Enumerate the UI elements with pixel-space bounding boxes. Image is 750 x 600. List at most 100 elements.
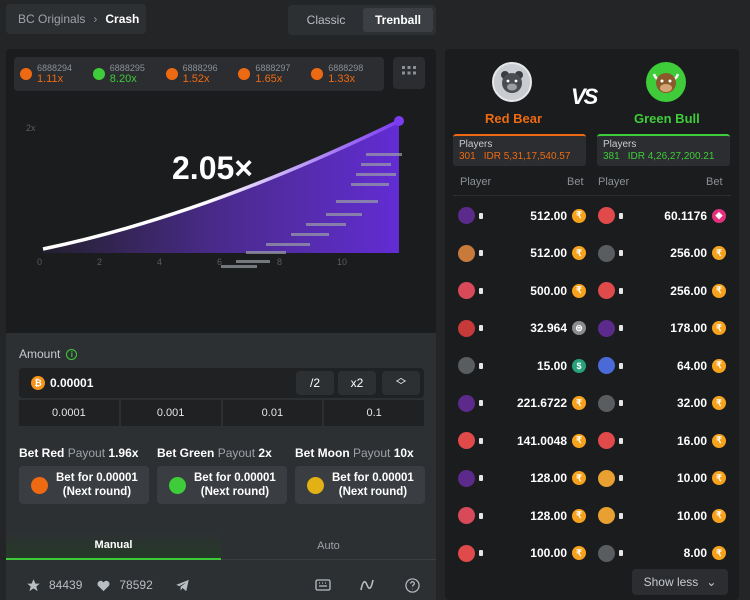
player-avatar[interactable] <box>458 357 475 374</box>
result-dot <box>165 68 178 80</box>
x-axis-tick: 6 <box>217 257 222 267</box>
bet-red-button[interactable]: Bet for 0.00001 (Next round) <box>19 466 149 504</box>
player-avatar[interactable] <box>598 469 615 487</box>
bet-row: 10.00 ₹ <box>598 497 726 534</box>
player-avatar[interactable] <box>598 357 615 374</box>
quick-amount-button[interactable]: 0.001 <box>120 400 221 426</box>
double-button[interactable]: x2 <box>338 371 376 395</box>
history-item[interactable]: 6888298 1.33x <box>311 63 384 85</box>
bet-moon-button[interactable]: Bet for 0.00001 (Next round) <box>295 466 425 504</box>
history-item[interactable]: 6888294 1.11x <box>20 63 93 85</box>
bet-amount: 221.6722 <box>516 396 567 410</box>
bitcoin-icon: ₿ <box>31 376 45 390</box>
currency-icon: ₹ <box>712 246 726 260</box>
graph-line <box>42 119 400 251</box>
currency-icon: ₹ <box>712 471 726 485</box>
bet-red-label: Bet Red Payout 1.96x <box>19 446 138 460</box>
star-icon[interactable] <box>26 578 41 593</box>
player-name-hidden <box>619 287 623 294</box>
bet-row: 32.964 ⊜ <box>458 310 586 347</box>
currency-icon: ₹ <box>712 546 726 560</box>
history-item[interactable]: 6888297 1.65x <box>238 63 311 85</box>
bet-row: 60.1176 ◆ <box>598 197 726 234</box>
player-avatar[interactable] <box>458 244 475 262</box>
player-name-hidden <box>479 250 483 256</box>
heart-icon[interactable] <box>96 578 111 593</box>
share-icon[interactable] <box>175 578 190 593</box>
player-avatar[interactable] <box>458 507 475 524</box>
show-less-button[interactable]: Show less ⌄ <box>632 569 728 595</box>
bet-row: 178.00 ₹ <box>598 310 726 347</box>
bet-row: 221.6722 ₹ <box>458 385 586 422</box>
amount-value[interactable]: 0.00001 <box>50 376 94 390</box>
round-id: 6888294 <box>37 63 73 73</box>
player-avatar[interactable] <box>458 544 475 562</box>
breadcrumb-parent[interactable]: BC Originals <box>18 12 86 26</box>
player-name-hidden <box>479 550 483 556</box>
keyboard-icon[interactable] <box>315 578 331 592</box>
currency-icon: ⊜ <box>572 321 586 335</box>
x-axis-tick: 4 <box>157 257 162 267</box>
red-players-box: Players 301 IDR 5,31,17,540.57 <box>453 134 586 166</box>
y-axis-tick: 2x <box>26 123 36 133</box>
bet-amount: 10.00 <box>676 471 707 485</box>
tab-auto[interactable]: Auto <box>221 532 436 560</box>
currency-icon: ₹ <box>572 246 586 260</box>
bet-row: 32.00 ₹ <box>598 385 726 422</box>
grid-view-button[interactable] <box>393 57 425 89</box>
round-multiplier: 1.52x <box>182 73 210 85</box>
bet-amount: 32.00 <box>676 396 707 410</box>
history-item[interactable]: 6888295 8.20x <box>92 63 166 85</box>
bet-row: 128.00 ₹ <box>458 460 586 497</box>
quick-amount-button[interactable]: 0.01 <box>222 400 323 426</box>
tab-classic[interactable]: Classic <box>306 13 346 27</box>
bet-row: 512.00 ₹ <box>458 235 586 272</box>
bet-amount: 16.00 <box>676 433 707 448</box>
chart-trend-icon[interactable] <box>359 578 375 592</box>
player-avatar[interactable] <box>598 394 615 412</box>
round-id: 6888297 <box>255 63 291 73</box>
amount-stepper-button[interactable]: ︿ ﹀ <box>382 371 420 395</box>
player-name-hidden <box>479 400 483 406</box>
player-avatar[interactable] <box>598 244 615 262</box>
history-item[interactable]: 6888296 1.52x <box>165 63 239 85</box>
tab-manual[interactable]: Manual <box>6 532 221 560</box>
bet-green-button[interactable]: Bet for 0.00001 (Next round) <box>157 466 287 504</box>
player-name-hidden <box>619 400 623 406</box>
chevron-down-icon: ﹀ <box>396 381 406 392</box>
player-avatar[interactable] <box>458 469 475 487</box>
player-avatar[interactable] <box>598 282 615 299</box>
current-multiplier: 2.05× <box>172 150 253 186</box>
green-col-bet: Bet <box>706 176 723 188</box>
currency-icon: ₹ <box>572 208 586 223</box>
player-avatar[interactable] <box>458 282 475 299</box>
green-bull-avatar <box>646 62 686 102</box>
payout-value: 2x <box>258 446 272 460</box>
bet-amount: 10.00 <box>676 508 707 523</box>
player-avatar[interactable] <box>458 394 475 412</box>
help-icon[interactable] <box>405 577 420 593</box>
player-avatar[interactable] <box>598 544 615 562</box>
round-multiplier: 1.65x <box>255 73 283 85</box>
player-avatar[interactable] <box>458 432 475 449</box>
round-multiplier: 1.11x <box>37 73 64 85</box>
player-avatar[interactable] <box>458 207 475 224</box>
player-name-hidden <box>619 212 623 219</box>
player-name-hidden <box>619 437 623 444</box>
player-avatar[interactable] <box>458 319 475 337</box>
bet-row: 256.00 ₹ <box>598 235 726 272</box>
player-name-hidden <box>479 512 483 519</box>
red-col-player: Player <box>460 176 492 188</box>
info-icon[interactable]: i <box>66 348 78 360</box>
quick-amount-button[interactable]: 0.0001 <box>19 400 119 426</box>
player-avatar[interactable] <box>598 507 615 524</box>
player-avatar[interactable] <box>598 207 615 224</box>
half-button[interactable]: /2 <box>296 371 334 395</box>
player-avatar[interactable] <box>598 319 615 337</box>
player-avatar[interactable] <box>598 432 615 449</box>
currency-icon: ₹ <box>712 396 726 410</box>
tab-trenball[interactable]: Trenball <box>363 8 433 32</box>
round-id: 6888296 <box>182 63 218 73</box>
quick-amount-button[interactable]: 0.1 <box>324 400 424 426</box>
x-axis-tick: 8 <box>277 257 282 267</box>
